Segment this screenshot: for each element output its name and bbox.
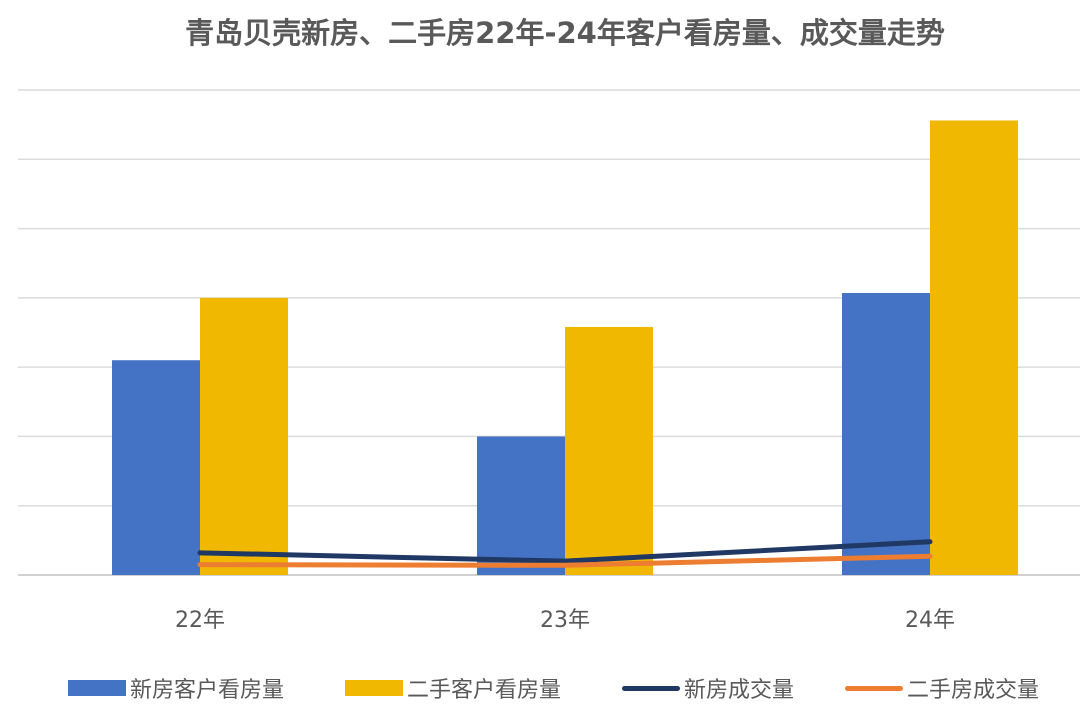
bar-resale-viewings-1	[565, 326, 653, 575]
line-series	[197, 539, 933, 568]
chart-title: 青岛贝壳新房、二手房22年-24年客户看房量、成交量走势	[185, 16, 945, 50]
chart-plot: 22年 23年 24年	[18, 89, 1080, 633]
legend-item-resale-deals: 二手房成交量	[845, 668, 1039, 708]
line-resale-deals	[197, 553, 933, 568]
legend-line-new-house-deals	[622, 685, 680, 691]
legend-swatch-resale-viewings	[345, 680, 403, 696]
bar-new-house-viewings-0	[112, 360, 200, 575]
x-tick-label: 23年	[540, 608, 590, 633]
legend-line-resale-deals	[845, 685, 903, 691]
legend-label-resale-deals: 二手房成交量	[907, 678, 1040, 703]
legend: 新房客户看房量 二手客户看房量 新房成交量 二手房成交量	[0, 668, 1080, 708]
bar-series	[112, 120, 1018, 575]
bar-new-house-viewings-1	[477, 436, 565, 575]
legend-item-resale-viewings: 二手客户看房量	[345, 668, 561, 708]
bar-resale-viewings-0	[200, 297, 288, 575]
bar-new-house-viewings-2	[842, 293, 930, 575]
legend-item-new-house-viewings: 新房客户看房量	[68, 668, 284, 708]
legend-swatch-new-house-viewings	[68, 680, 126, 696]
line-new-house-deals	[197, 539, 933, 564]
x-tick-label: 24年	[905, 608, 955, 633]
x-axis-ticks: 22年 23年 24年	[175, 608, 955, 633]
bar-resale-viewings-2	[930, 120, 1018, 575]
legend-item-new-house-deals: 新房成交量	[622, 668, 794, 708]
legend-label-resale-viewings: 二手客户看房量	[407, 678, 562, 703]
legend-label-new-house-deals: 新房成交量	[684, 678, 795, 703]
x-tick-label: 22年	[175, 608, 225, 633]
legend-label-new-house-viewings: 新房客户看房量	[130, 678, 285, 703]
